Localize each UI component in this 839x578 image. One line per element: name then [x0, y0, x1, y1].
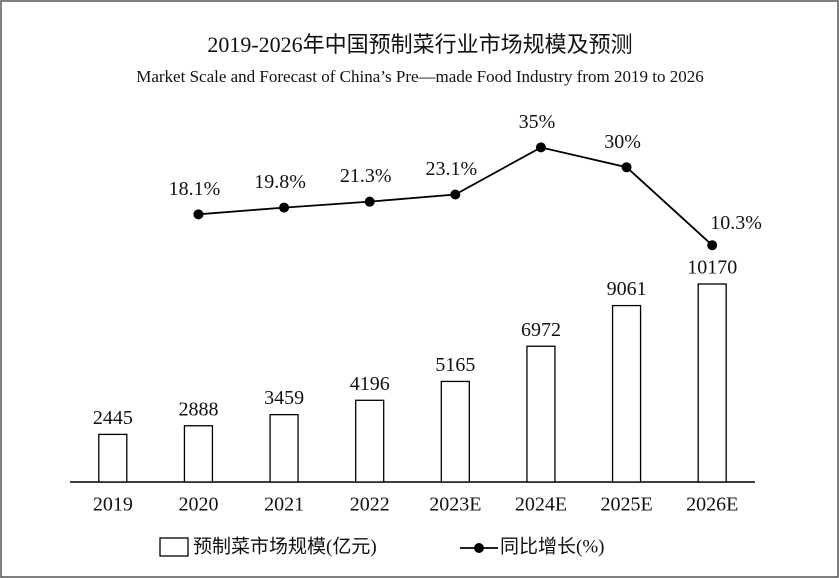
- bar-value-label: 3459: [264, 387, 304, 409]
- legend-label: 同比增长(%): [500, 535, 604, 557]
- x-tick-label: 2019: [93, 494, 133, 516]
- x-tick-label: 2024E: [515, 494, 567, 516]
- x-tick-label: 2023E: [429, 494, 481, 516]
- chart-subtitle: Market Scale and Forecast of China’s Pre…: [136, 67, 704, 86]
- line-value-label: 19.8%: [254, 171, 306, 193]
- line-point: [535, 142, 546, 153]
- legend-label: 预制菜市场规模(亿元): [193, 535, 377, 557]
- line-point: [450, 189, 461, 200]
- line-value-label: 21.3%: [340, 165, 392, 187]
- legend-swatch-dot: [474, 543, 484, 553]
- bar: [440, 380, 470, 483]
- line-point: [707, 240, 718, 251]
- x-tick-label: 2022: [350, 494, 390, 516]
- bar-value-label: 2445: [93, 407, 133, 429]
- bar: [183, 425, 214, 483]
- x-tick-label: 2020: [178, 494, 218, 516]
- line-point: [364, 196, 375, 207]
- line-value-label: 35%: [519, 111, 556, 133]
- bar-value-label: 6972: [521, 319, 561, 341]
- line-value-label: 23.1%: [425, 158, 477, 180]
- x-tick-label: 2021: [264, 494, 304, 516]
- line-point: [193, 209, 204, 220]
- line-point: [279, 202, 290, 213]
- bar: [611, 304, 642, 483]
- line-point: [621, 162, 632, 173]
- line-value-label: 10.3%: [710, 212, 762, 234]
- bar: [697, 283, 727, 483]
- bar: [269, 414, 299, 483]
- bar: [355, 399, 385, 483]
- line-value-label: 30%: [604, 131, 641, 153]
- x-tick-label: 2025E: [600, 494, 652, 516]
- bar-value-label: 5165: [435, 354, 475, 376]
- bar-value-label: 9061: [607, 278, 647, 300]
- line-value-label: 18.1%: [169, 178, 221, 200]
- legend-swatch: [159, 537, 189, 557]
- bar: [98, 433, 128, 483]
- x-tick-label: 2026E: [686, 494, 738, 516]
- bar-value-label: 4196: [350, 373, 390, 395]
- bar-value-label: 10170: [687, 257, 737, 279]
- chart-title: 2019-2026年中国预制菜行业市场规模及预测: [207, 32, 632, 57]
- bar-value-label: 2888: [178, 398, 218, 420]
- bar: [526, 345, 556, 483]
